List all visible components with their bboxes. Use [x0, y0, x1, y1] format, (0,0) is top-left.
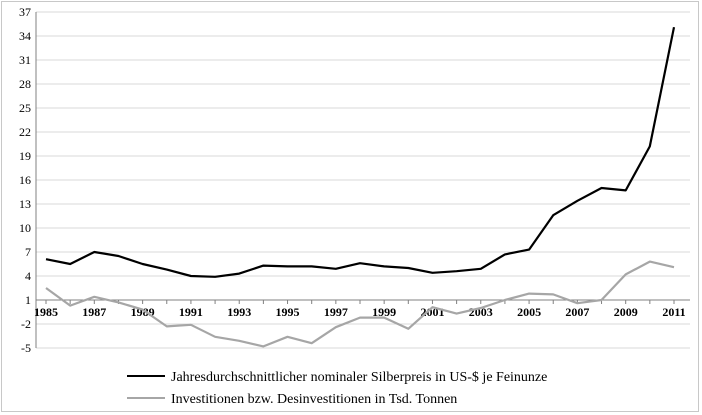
y-tick-label: 37 [19, 5, 31, 19]
legend-label-investment: Investitionen bzw. Desinvestitionen in T… [171, 392, 457, 407]
y-tick-label: 19 [19, 149, 31, 163]
gridlines [36, 11, 690, 349]
y-tick-label: 31 [19, 53, 31, 67]
x-tick-label: 1985 [34, 305, 58, 319]
series-lines [45, 26, 676, 348]
y-tick-label: 25 [19, 101, 31, 115]
y-tick-label: 28 [19, 77, 31, 91]
y-tick-label: 34 [19, 29, 31, 43]
y-tick-label: 13 [19, 197, 31, 211]
x-tick-label: 1999 [372, 305, 396, 319]
y-tick-label: 10 [19, 221, 31, 235]
x-tick-label: 1993 [227, 305, 251, 319]
y-tick-label: 7 [25, 245, 31, 259]
y-tick-label: 1 [25, 293, 31, 307]
series-line-investment [45, 260, 675, 348]
x-tick-label: 2007 [565, 305, 589, 319]
x-tick-label: 2009 [614, 305, 638, 319]
x-tick-label: 1987 [82, 305, 106, 319]
y-tick-label: 22 [19, 125, 31, 139]
y-tick-label: 4 [25, 269, 31, 283]
legend-label-silver-price: Jahresdurchschnittlicher nominaler Silbe… [171, 370, 547, 385]
y-axis-tick-labels: -5 -2 1 4 7 10 13 16 19 22 25 28 31 34 37 [19, 5, 31, 355]
y-tick-label: -5 [21, 341, 31, 355]
series-line-silver-price [45, 26, 676, 278]
y-tick-label: -2 [21, 317, 31, 331]
y-tick-label: 16 [19, 173, 31, 187]
x-axis-tick-labels: 1985 1987 1989 1991 1993 1995 1997 1999 2001 2003… [34, 305, 686, 319]
x-tick-label: 2005 [517, 305, 541, 319]
x-tick-label: 1991 [179, 305, 203, 319]
x-tick-label: 2011 [662, 305, 685, 319]
axes [35, 12, 690, 348]
x-tick-label: 1997 [324, 305, 348, 319]
x-tick-label: 1995 [276, 305, 300, 319]
legend: Jahresdurchschnittlicher nominaler Silbe… [127, 370, 547, 407]
